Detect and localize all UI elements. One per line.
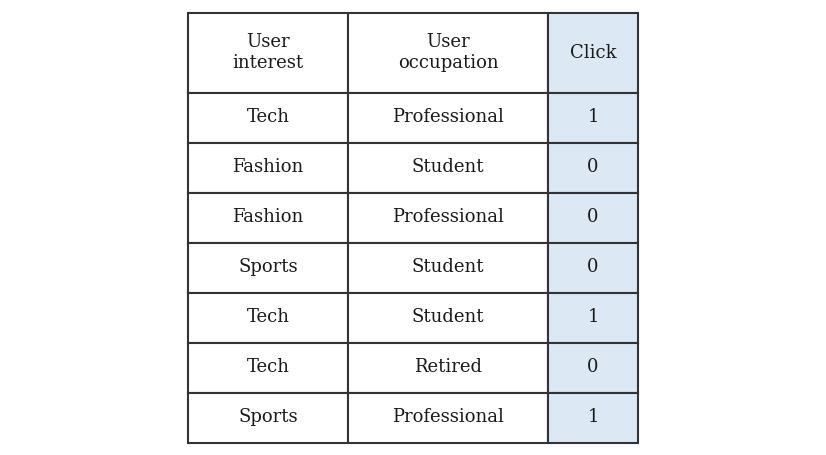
Bar xyxy=(548,393,638,443)
Bar xyxy=(188,192,348,243)
Text: Tech: Tech xyxy=(246,308,289,327)
Bar xyxy=(548,142,638,192)
Text: User
interest: User interest xyxy=(232,33,304,72)
Bar xyxy=(188,343,348,393)
Bar xyxy=(348,12,548,92)
Bar xyxy=(548,192,638,243)
Text: Sports: Sports xyxy=(238,409,298,426)
Text: Retired: Retired xyxy=(414,359,482,376)
Text: Student: Student xyxy=(411,258,484,277)
Text: 1: 1 xyxy=(587,108,599,126)
Bar xyxy=(348,243,548,293)
Bar xyxy=(188,92,348,142)
Bar xyxy=(348,192,548,243)
Text: Tech: Tech xyxy=(246,359,289,376)
Bar xyxy=(348,393,548,443)
Text: Professional: Professional xyxy=(392,208,504,227)
Bar xyxy=(348,142,548,192)
Text: Tech: Tech xyxy=(246,108,289,126)
Bar xyxy=(348,343,548,393)
Bar xyxy=(348,92,548,142)
Bar xyxy=(188,393,348,443)
Text: Professional: Professional xyxy=(392,108,504,126)
Text: 0: 0 xyxy=(587,258,599,277)
Text: Fashion: Fashion xyxy=(232,158,304,177)
Text: Fashion: Fashion xyxy=(232,208,304,227)
Bar xyxy=(548,92,638,142)
Bar xyxy=(548,243,638,293)
Text: 0: 0 xyxy=(587,158,599,177)
Bar xyxy=(548,12,638,92)
Text: Professional: Professional xyxy=(392,409,504,426)
Bar xyxy=(548,343,638,393)
Bar xyxy=(188,243,348,293)
Bar xyxy=(188,293,348,343)
Text: 0: 0 xyxy=(587,208,599,227)
Bar xyxy=(548,293,638,343)
Text: Sports: Sports xyxy=(238,258,298,277)
Text: Click: Click xyxy=(570,44,616,61)
Bar xyxy=(188,142,348,192)
Text: 1: 1 xyxy=(587,308,599,327)
Text: 1: 1 xyxy=(587,409,599,426)
Text: 0: 0 xyxy=(587,359,599,376)
Text: Student: Student xyxy=(411,308,484,327)
Text: Student: Student xyxy=(411,158,484,177)
Bar xyxy=(348,293,548,343)
Text: User
occupation: User occupation xyxy=(397,33,498,72)
Bar xyxy=(188,12,348,92)
